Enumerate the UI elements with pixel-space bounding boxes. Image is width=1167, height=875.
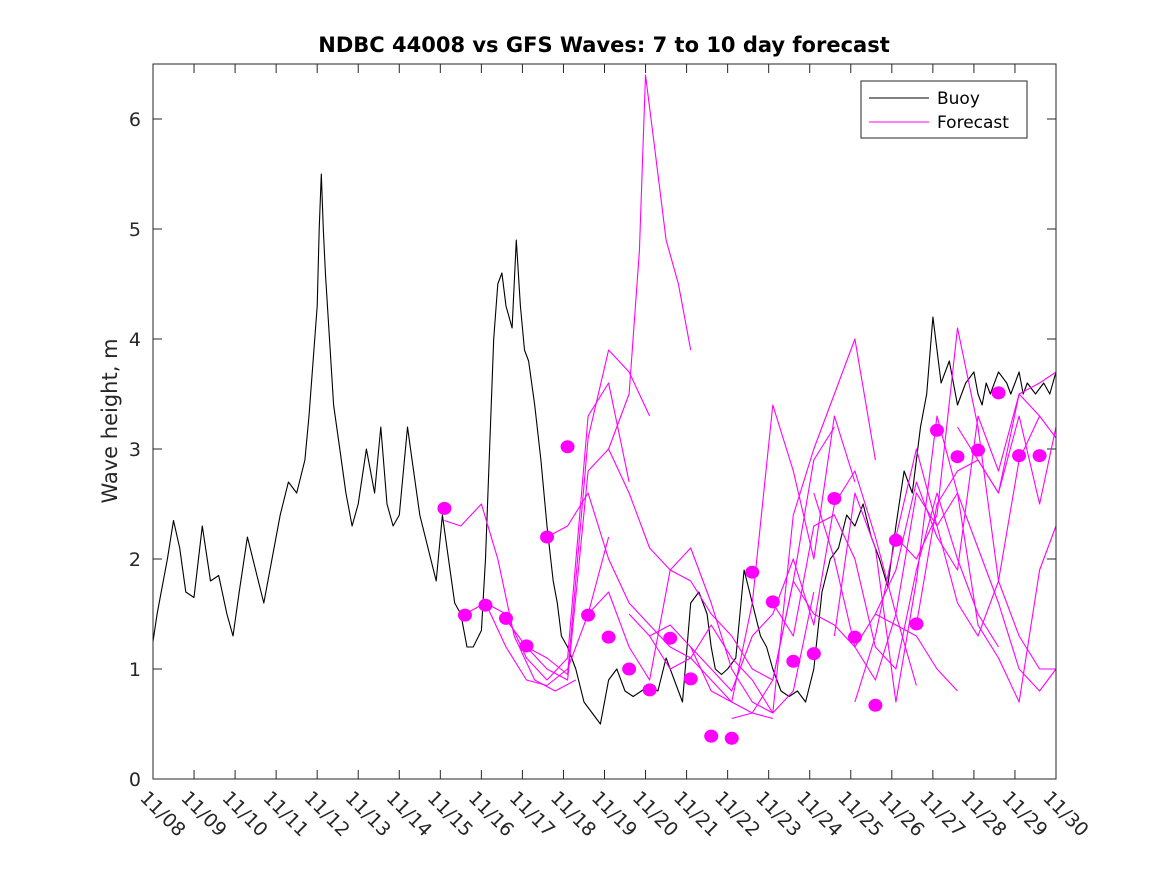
forecast-marker	[663, 631, 678, 645]
forecast-line	[546, 492, 773, 720]
y-tick-label: 6	[129, 109, 141, 131]
buoy-series	[152, 173, 1057, 725]
forecast-line	[833, 415, 1057, 703]
y-tick-label: 2	[129, 549, 141, 571]
forecast-marker	[498, 611, 513, 625]
y-tick-label: 5	[129, 219, 141, 241]
forecast-marker	[971, 443, 986, 457]
chart-title: NDBC 44008 vs GFS Waves: 7 to 10 day for…	[318, 33, 889, 57]
forecast-markers	[437, 386, 1047, 745]
forecast-marker	[888, 533, 903, 547]
plot-border	[152, 63, 1057, 780]
forecast-marker	[519, 639, 534, 653]
forecast-marker	[704, 729, 719, 743]
forecast-marker	[437, 501, 452, 515]
axis-ticks	[152, 64, 1057, 780]
forecast-line	[690, 470, 917, 692]
forecast-marker	[581, 608, 596, 622]
forecast-line	[731, 580, 958, 720]
forecast-marker	[868, 698, 883, 712]
y-axis-label: Wave height, m	[98, 338, 122, 503]
forecast-marker	[929, 423, 944, 437]
forecast-marker	[806, 647, 821, 661]
forecast-marker	[827, 492, 842, 505]
legend-forecast-label: Forecast	[937, 113, 1009, 133]
y-tick-label: 3	[129, 439, 141, 461]
forecast-marker	[950, 450, 965, 464]
forecast-marker	[601, 630, 616, 644]
forecast-marker	[540, 530, 555, 544]
buoy-line	[152, 173, 1057, 725]
legend: Buoy Forecast	[860, 80, 1028, 139]
forecast-line	[587, 547, 815, 714]
forecast-line	[526, 74, 692, 681]
forecast-marker	[683, 672, 698, 686]
y-tick-label: 1	[129, 659, 141, 681]
forecast-marker	[909, 617, 924, 631]
y-tick-labels: 0 1 2 3 4 5 6	[129, 109, 141, 791]
forecast-marker	[1012, 449, 1027, 463]
forecast-line	[854, 327, 1056, 703]
forecast-marker	[1032, 449, 1047, 463]
forecast-marker	[642, 683, 657, 697]
forecast-line	[874, 371, 1057, 615]
y-tick-label: 4	[129, 329, 141, 351]
forecast-marker	[724, 731, 739, 745]
forecast-marker	[457, 608, 472, 622]
y-tick-label: 0	[129, 769, 141, 791]
plot-area	[153, 64, 1056, 779]
forecast-marker	[745, 565, 760, 579]
forecast-marker	[847, 630, 862, 644]
forecast-marker	[786, 654, 801, 668]
forecast-marker	[991, 386, 1006, 400]
forecast-line	[772, 492, 999, 670]
forecast-marker	[622, 662, 637, 676]
legend-box	[860, 80, 1028, 139]
forecast-line	[895, 448, 1057, 692]
forecast-line	[444, 503, 577, 692]
forecast-marker	[478, 598, 493, 612]
forecast-line	[628, 404, 856, 703]
forecast-line	[608, 426, 835, 681]
forecast-marker	[765, 595, 780, 609]
forecast-marker	[560, 440, 575, 454]
legend-buoy-label: Buoy	[937, 89, 980, 109]
